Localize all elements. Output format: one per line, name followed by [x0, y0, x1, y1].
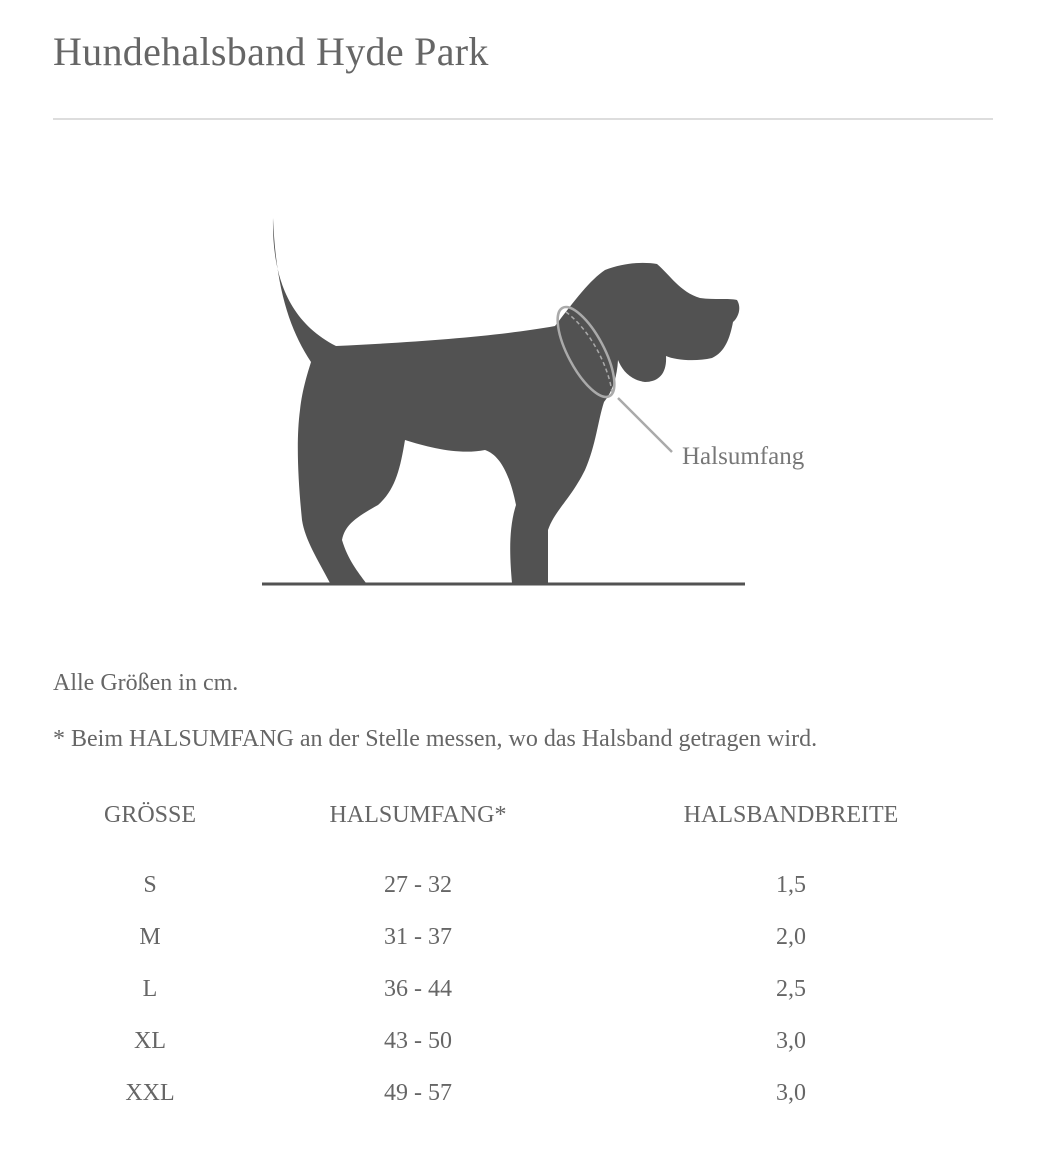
cell-size: XXL: [125, 1080, 175, 1106]
cell-neck: 36 - 44: [384, 976, 452, 1002]
units-note: Alle Größen in cm.: [53, 670, 239, 696]
measure-note: * Beim HALSUMFANG an der Stelle messen, …: [53, 726, 818, 752]
dog-silhouette: [272, 218, 740, 583]
cell-width: 2,0: [776, 924, 806, 950]
cell-size: L: [142, 976, 158, 1002]
cell-width: 3,0: [776, 1028, 806, 1054]
divider: [53, 118, 993, 120]
cell-width: 1,5: [776, 872, 806, 898]
page-title: Hundehalsband Hyde Park: [53, 29, 489, 74]
cell-neck: 49 - 57: [384, 1080, 452, 1106]
cell-width: 3,0: [776, 1080, 806, 1106]
header-width: HALSBANDBREITE: [683, 802, 899, 828]
neck-circumference-label: Halsumfang: [682, 443, 805, 470]
cell-size: M: [139, 924, 161, 950]
label-pointer-line: [617, 397, 673, 453]
cell-size: XL: [134, 1028, 166, 1054]
header-neck: HALSUMFANG*: [329, 802, 507, 828]
header-size: GRÖSSE: [103, 802, 197, 828]
cell-neck: 43 - 50: [384, 1028, 452, 1054]
cell-neck: 27 - 32: [384, 872, 452, 898]
cell-size: S: [143, 872, 157, 898]
cell-width: 2,5: [776, 976, 806, 1002]
collar-measure-ring: [556, 305, 616, 399]
cell-neck: 31 - 37: [384, 924, 452, 950]
collar-measure-dashed: [565, 311, 613, 393]
